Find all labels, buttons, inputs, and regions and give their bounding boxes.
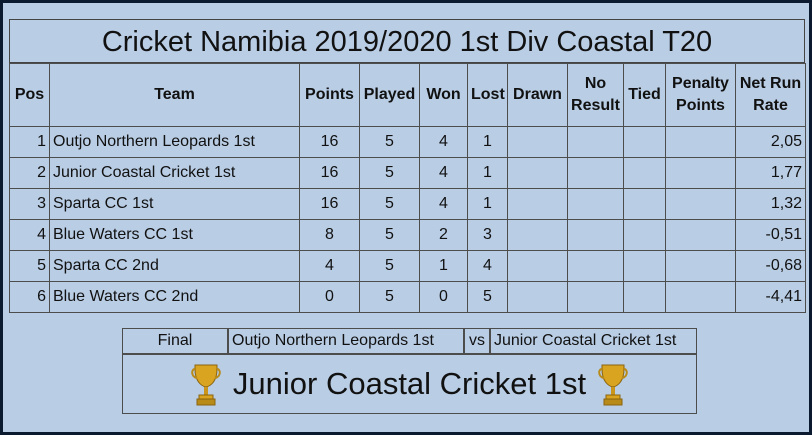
cell-team: Sparta CC 1st xyxy=(49,188,300,220)
header-drawn: Drawn xyxy=(507,63,568,127)
final-label: Final xyxy=(122,328,228,354)
cell-nrr: 2,05 xyxy=(735,126,806,158)
cell-tied xyxy=(623,157,666,189)
winner-name: Junior Coastal Cricket 1st xyxy=(232,366,587,401)
header-lost: Lost xyxy=(467,63,508,127)
trophy-icon xyxy=(191,364,221,406)
final-team-2: Junior Coastal Cricket 1st xyxy=(490,328,697,354)
cell-lost: 4 xyxy=(467,250,508,282)
cell-tied xyxy=(623,219,666,251)
cell-won: 2 xyxy=(419,219,468,251)
cell-no-result xyxy=(567,281,624,313)
cell-played: 5 xyxy=(359,188,420,220)
cell-played: 5 xyxy=(359,157,420,189)
cell-lost: 1 xyxy=(467,126,508,158)
final-team-1: Outjo Northern Leopards 1st xyxy=(228,328,464,354)
cell-played: 5 xyxy=(359,219,420,251)
cell-won: 0 xyxy=(419,281,468,313)
cell-tied xyxy=(623,250,666,282)
cell-points: 16 xyxy=(299,188,360,220)
cell-tied xyxy=(623,281,666,313)
cell-penalty xyxy=(665,188,736,220)
cell-played: 5 xyxy=(359,281,420,313)
cell-team: Blue Waters CC 1st xyxy=(49,219,300,251)
cell-drawn xyxy=(507,219,568,251)
header-won: Won xyxy=(419,63,468,127)
cell-lost: 3 xyxy=(467,219,508,251)
cell-no-result xyxy=(567,157,624,189)
cell-points: 16 xyxy=(299,126,360,158)
table-row: 2 Junior Coastal Cricket 1st 16 5 4 1 1,… xyxy=(9,157,806,189)
cell-points: 8 xyxy=(299,219,360,251)
cell-team: Outjo Northern Leopards 1st xyxy=(49,126,300,158)
table-row: 3 Sparta CC 1st 16 5 4 1 1,32 xyxy=(9,188,806,220)
cell-team: Junior Coastal Cricket 1st xyxy=(49,157,300,189)
cell-no-result xyxy=(567,219,624,251)
header-played: Played xyxy=(359,63,420,127)
header-team: Team xyxy=(49,63,300,127)
header-tied: Tied xyxy=(623,63,666,127)
standings-table: Pos Team Points Played Won Lost Drawn No… xyxy=(9,63,806,313)
cell-won: 4 xyxy=(419,188,468,220)
header-row: Pos Team Points Played Won Lost Drawn No… xyxy=(9,63,806,127)
cell-pos: 4 xyxy=(9,219,50,251)
cell-nrr: 1,77 xyxy=(735,157,806,189)
cell-no-result xyxy=(567,126,624,158)
header-net-run-rate: Net Run Rate xyxy=(735,63,806,127)
cell-nrr: -0,68 xyxy=(735,250,806,282)
cell-penalty xyxy=(665,250,736,282)
cell-nrr: 1,32 xyxy=(735,188,806,220)
cell-penalty xyxy=(665,281,736,313)
cell-won: 1 xyxy=(419,250,468,282)
header-points: Points xyxy=(299,63,360,127)
cell-lost: 5 xyxy=(467,281,508,313)
cell-lost: 1 xyxy=(467,157,508,189)
cell-penalty xyxy=(665,157,736,189)
cell-points: 4 xyxy=(299,250,360,282)
cell-played: 5 xyxy=(359,126,420,158)
cell-tied xyxy=(623,126,666,158)
cell-points: 0 xyxy=(299,281,360,313)
cell-pos: 5 xyxy=(9,250,50,282)
cell-no-result xyxy=(567,250,624,282)
final-vs: vs xyxy=(464,328,490,354)
cell-tied xyxy=(623,188,666,220)
cell-pos: 2 xyxy=(9,157,50,189)
cell-won: 4 xyxy=(419,126,468,158)
table-row: 6 Blue Waters CC 2nd 0 5 0 5 -4,41 xyxy=(9,281,806,313)
cell-drawn xyxy=(507,250,568,282)
cell-nrr: -0,51 xyxy=(735,219,806,251)
cell-nrr: -4,41 xyxy=(735,281,806,313)
trophy-icon xyxy=(598,364,628,406)
cell-pos: 6 xyxy=(9,281,50,313)
cell-lost: 1 xyxy=(467,188,508,220)
table-row: 4 Blue Waters CC 1st 8 5 2 3 -0,51 xyxy=(9,219,806,251)
cell-penalty xyxy=(665,219,736,251)
cell-won: 4 xyxy=(419,157,468,189)
cell-points: 16 xyxy=(299,157,360,189)
cell-no-result xyxy=(567,188,624,220)
cell-drawn xyxy=(507,188,568,220)
cell-team: Blue Waters CC 2nd xyxy=(49,281,300,313)
table-row: 5 Sparta CC 2nd 4 5 1 4 -0,68 xyxy=(9,250,806,282)
page-title: Cricket Namibia 2019/2020 1st Div Coasta… xyxy=(9,19,805,63)
cell-team: Sparta CC 2nd xyxy=(49,250,300,282)
winner-banner: Junior Coastal Cricket 1st xyxy=(122,354,697,414)
header-pos: Pos xyxy=(9,63,50,127)
cell-pos: 3 xyxy=(9,188,50,220)
header-no-result: No Result xyxy=(567,63,624,127)
cell-drawn xyxy=(507,157,568,189)
header-penalty-points: Penalty Points xyxy=(665,63,736,127)
cell-played: 5 xyxy=(359,250,420,282)
table-row: 1 Outjo Northern Leopards 1st 16 5 4 1 2… xyxy=(9,126,806,158)
cell-pos: 1 xyxy=(9,126,50,158)
cell-drawn xyxy=(507,126,568,158)
final-fixture: Final Outjo Northern Leopards 1st vs Jun… xyxy=(122,328,697,354)
cell-drawn xyxy=(507,281,568,313)
cell-penalty xyxy=(665,126,736,158)
